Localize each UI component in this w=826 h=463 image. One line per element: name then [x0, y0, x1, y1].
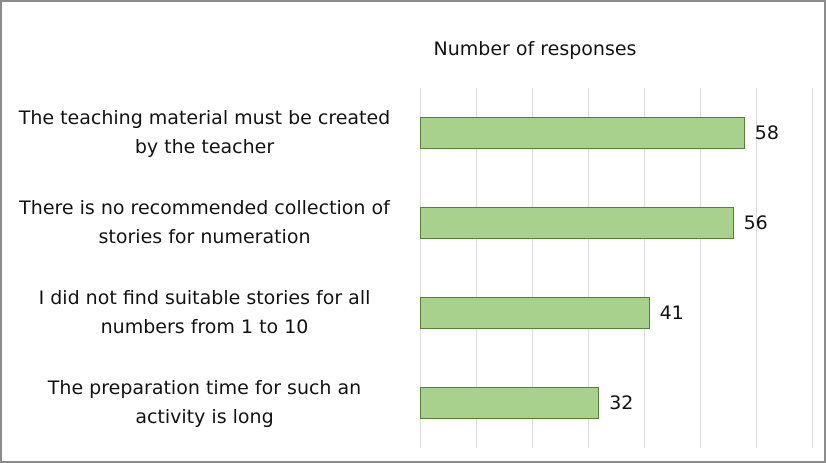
data-label: 32: [609, 392, 634, 414]
grid-line: [532, 88, 533, 448]
grid-line: [812, 88, 813, 448]
chart-title: Number of responses: [433, 38, 637, 60]
data-label: 58: [754, 122, 779, 144]
y-tick-label: There is no recommended collection of st…: [19, 197, 390, 248]
bar: [420, 387, 600, 419]
y-tick-label: The preparation time for such an activit…: [47, 377, 362, 428]
y-tick-label: I did not find suitable stories for all …: [38, 287, 371, 338]
grid-line: [644, 88, 645, 448]
y-tick-label: The teaching material must be created by…: [18, 107, 391, 158]
bar: [420, 207, 734, 239]
bar: [420, 297, 650, 329]
grid-line: [476, 88, 477, 448]
data-label: 56: [743, 212, 768, 234]
grid-line: [700, 88, 701, 448]
grid-line: [588, 88, 589, 448]
grid-line: [420, 88, 421, 448]
bar: [420, 117, 745, 149]
grid-line: [756, 88, 757, 448]
data-label: 41: [659, 302, 684, 324]
